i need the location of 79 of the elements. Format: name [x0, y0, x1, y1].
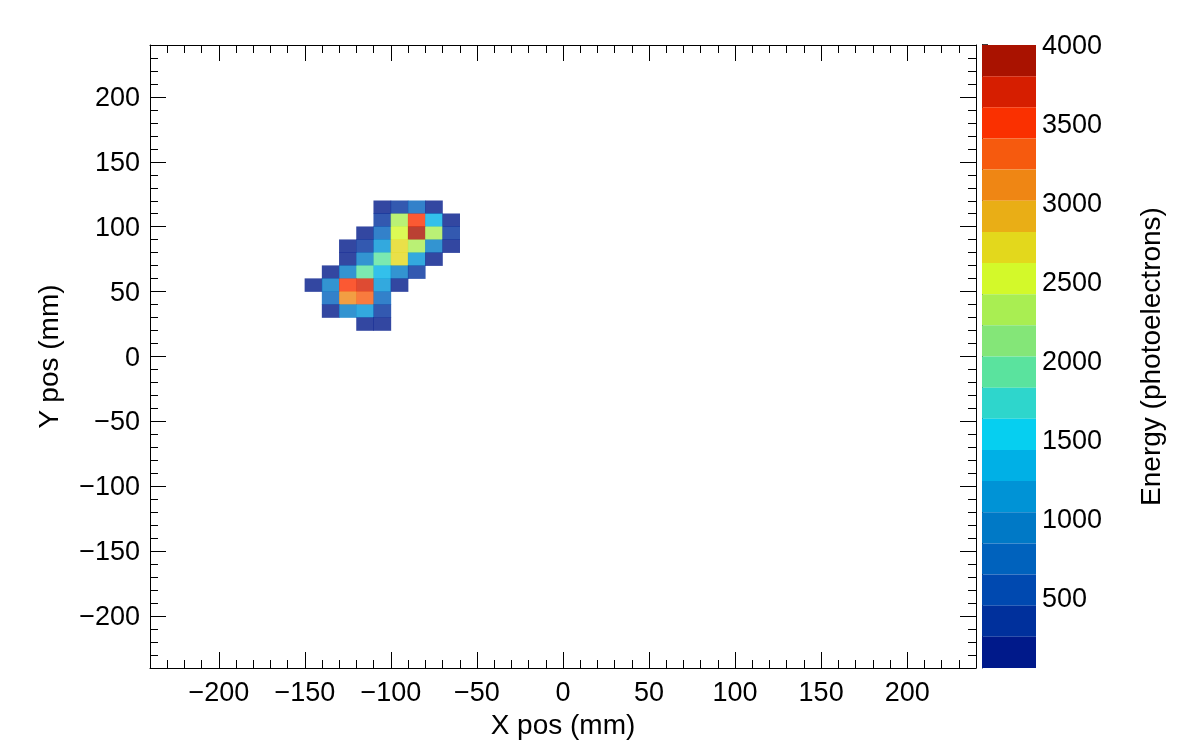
point — [321, 304, 340, 318]
y-tick-label: −200 — [79, 601, 140, 632]
point — [373, 265, 392, 279]
point — [407, 265, 426, 279]
y-tick-label: 200 — [94, 81, 140, 112]
point — [425, 213, 443, 227]
y-tick-label: 0 — [124, 341, 140, 372]
point — [390, 226, 409, 240]
x-tick-label: 0 — [555, 676, 571, 707]
point — [390, 265, 409, 279]
point — [339, 252, 357, 266]
point — [373, 252, 392, 266]
point — [390, 252, 409, 266]
x-tick-label: −200 — [188, 676, 250, 707]
x-tick-label: 150 — [798, 676, 844, 707]
point — [390, 278, 409, 292]
point — [442, 213, 460, 227]
x-tick-label: 50 — [634, 676, 665, 707]
point — [356, 265, 374, 279]
x-tick-label: −100 — [360, 676, 422, 707]
point — [390, 213, 409, 227]
point — [339, 239, 357, 253]
color-bar-label: 2000 — [1042, 346, 1103, 377]
y-axis-title: Y pos (mm) — [32, 284, 64, 429]
point — [321, 291, 340, 305]
point — [321, 265, 340, 279]
point — [373, 200, 392, 214]
color-bar-label: 4000 — [1042, 30, 1103, 60]
point — [425, 200, 443, 214]
point — [442, 239, 460, 253]
y-tick-label: 100 — [94, 211, 140, 242]
point — [407, 239, 426, 253]
y-tick-label: −100 — [79, 471, 140, 502]
point — [339, 265, 357, 279]
point — [356, 317, 374, 331]
point — [425, 239, 443, 253]
point — [407, 252, 426, 266]
x-tick-label: −150 — [274, 676, 336, 707]
y-tick-label: −50 — [94, 406, 140, 437]
point — [356, 278, 374, 292]
point — [407, 213, 426, 227]
color-bar-label: 1000 — [1042, 504, 1103, 535]
point — [373, 304, 392, 318]
point — [373, 278, 392, 292]
point — [373, 317, 392, 331]
point — [373, 226, 392, 240]
y-tick-label: 50 — [109, 276, 140, 307]
color-bar-title: Energy (photoelectrons) — [1134, 207, 1166, 506]
point — [373, 239, 392, 253]
color-bar-label: 1500 — [1042, 425, 1103, 456]
point — [339, 304, 357, 318]
y-tick-label: −150 — [79, 536, 140, 567]
point — [407, 226, 426, 240]
point — [304, 278, 323, 292]
point — [425, 252, 443, 266]
color-bar-label: 500 — [1042, 583, 1088, 614]
point — [356, 304, 374, 318]
point — [425, 226, 443, 240]
point — [356, 239, 374, 253]
point — [356, 252, 374, 266]
point — [339, 291, 357, 305]
x-axis-title: X pos (mm) — [490, 708, 636, 740]
point — [321, 278, 340, 292]
point — [373, 213, 392, 227]
point — [390, 239, 409, 253]
color-bar-label: 3000 — [1042, 188, 1103, 219]
x-tick-label: 200 — [884, 676, 930, 707]
point — [356, 226, 374, 240]
point — [339, 278, 357, 292]
point — [442, 226, 460, 240]
point — [373, 291, 392, 305]
point — [356, 291, 374, 305]
color-bar-label: 3500 — [1042, 109, 1103, 140]
x-tick-label: −50 — [454, 676, 500, 707]
color-bar-label: 2500 — [1042, 267, 1103, 298]
x-tick-label: 100 — [712, 676, 758, 707]
point — [390, 200, 409, 214]
point — [407, 200, 426, 214]
y-tick-label: 150 — [94, 146, 140, 177]
